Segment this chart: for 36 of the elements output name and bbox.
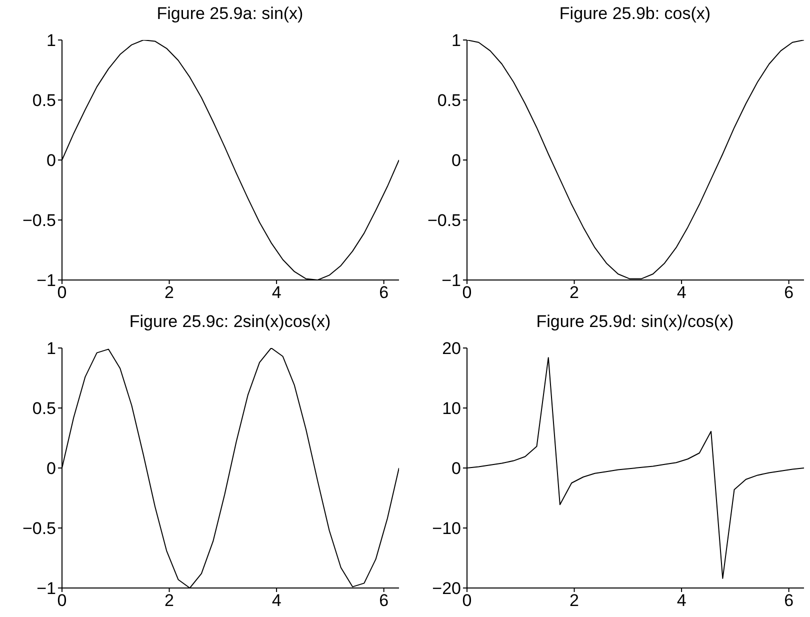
y-tick-label: 0	[452, 151, 461, 170]
y-tick-label: 1	[46, 31, 56, 50]
x-tick-label: 2	[570, 283, 580, 302]
y-tick-label: −1	[442, 271, 461, 290]
y-tick-label: 0.5	[32, 399, 56, 418]
x-tick-label: 4	[272, 283, 282, 302]
y-tick-label: 10	[442, 399, 461, 418]
chart-title: Figure 25.9b: cos(x)	[558, 4, 712, 24]
x-tick-label: 6	[784, 591, 794, 610]
x-tick-label: 6	[379, 591, 389, 610]
y-tick-label: −1	[36, 271, 56, 290]
x-tick-label: 6	[379, 283, 389, 302]
y-tick-label: 1	[452, 31, 461, 50]
y-tick-label: −0.5	[22, 519, 56, 538]
y-tick-label: 0.5	[437, 91, 461, 110]
x-tick-label: 4	[676, 283, 686, 302]
x-tick-label: 6	[784, 283, 794, 302]
x-tick-label: 4	[272, 591, 282, 610]
y-tick-label: −0.5	[427, 211, 461, 230]
y-tick-label: 0.5	[32, 91, 56, 110]
y-tick-label: −10	[432, 519, 461, 538]
chart-title: Figure 25.9c: 2sin(x)cos(x)	[128, 312, 332, 332]
x-tick-label: 2	[570, 591, 580, 610]
y-tick-label: 0	[46, 459, 56, 478]
y-tick-label: −20	[432, 579, 461, 598]
y-tick-label: 0	[452, 459, 461, 478]
chart-title: Figure 25.9d: sin(x)/cos(x)	[535, 312, 735, 332]
x-tick-label: 4	[676, 591, 686, 610]
y-tick-label: −1	[36, 579, 56, 598]
y-tick-label: 0	[46, 151, 56, 170]
y-tick-label: 20	[442, 339, 461, 358]
y-tick-label: −0.5	[22, 211, 56, 230]
x-tick-label: 2	[164, 591, 174, 610]
y-tick-label: 1	[46, 339, 56, 358]
chart-title: Figure 25.9a: sin(x)	[156, 4, 304, 24]
x-tick-label: 2	[164, 283, 174, 302]
